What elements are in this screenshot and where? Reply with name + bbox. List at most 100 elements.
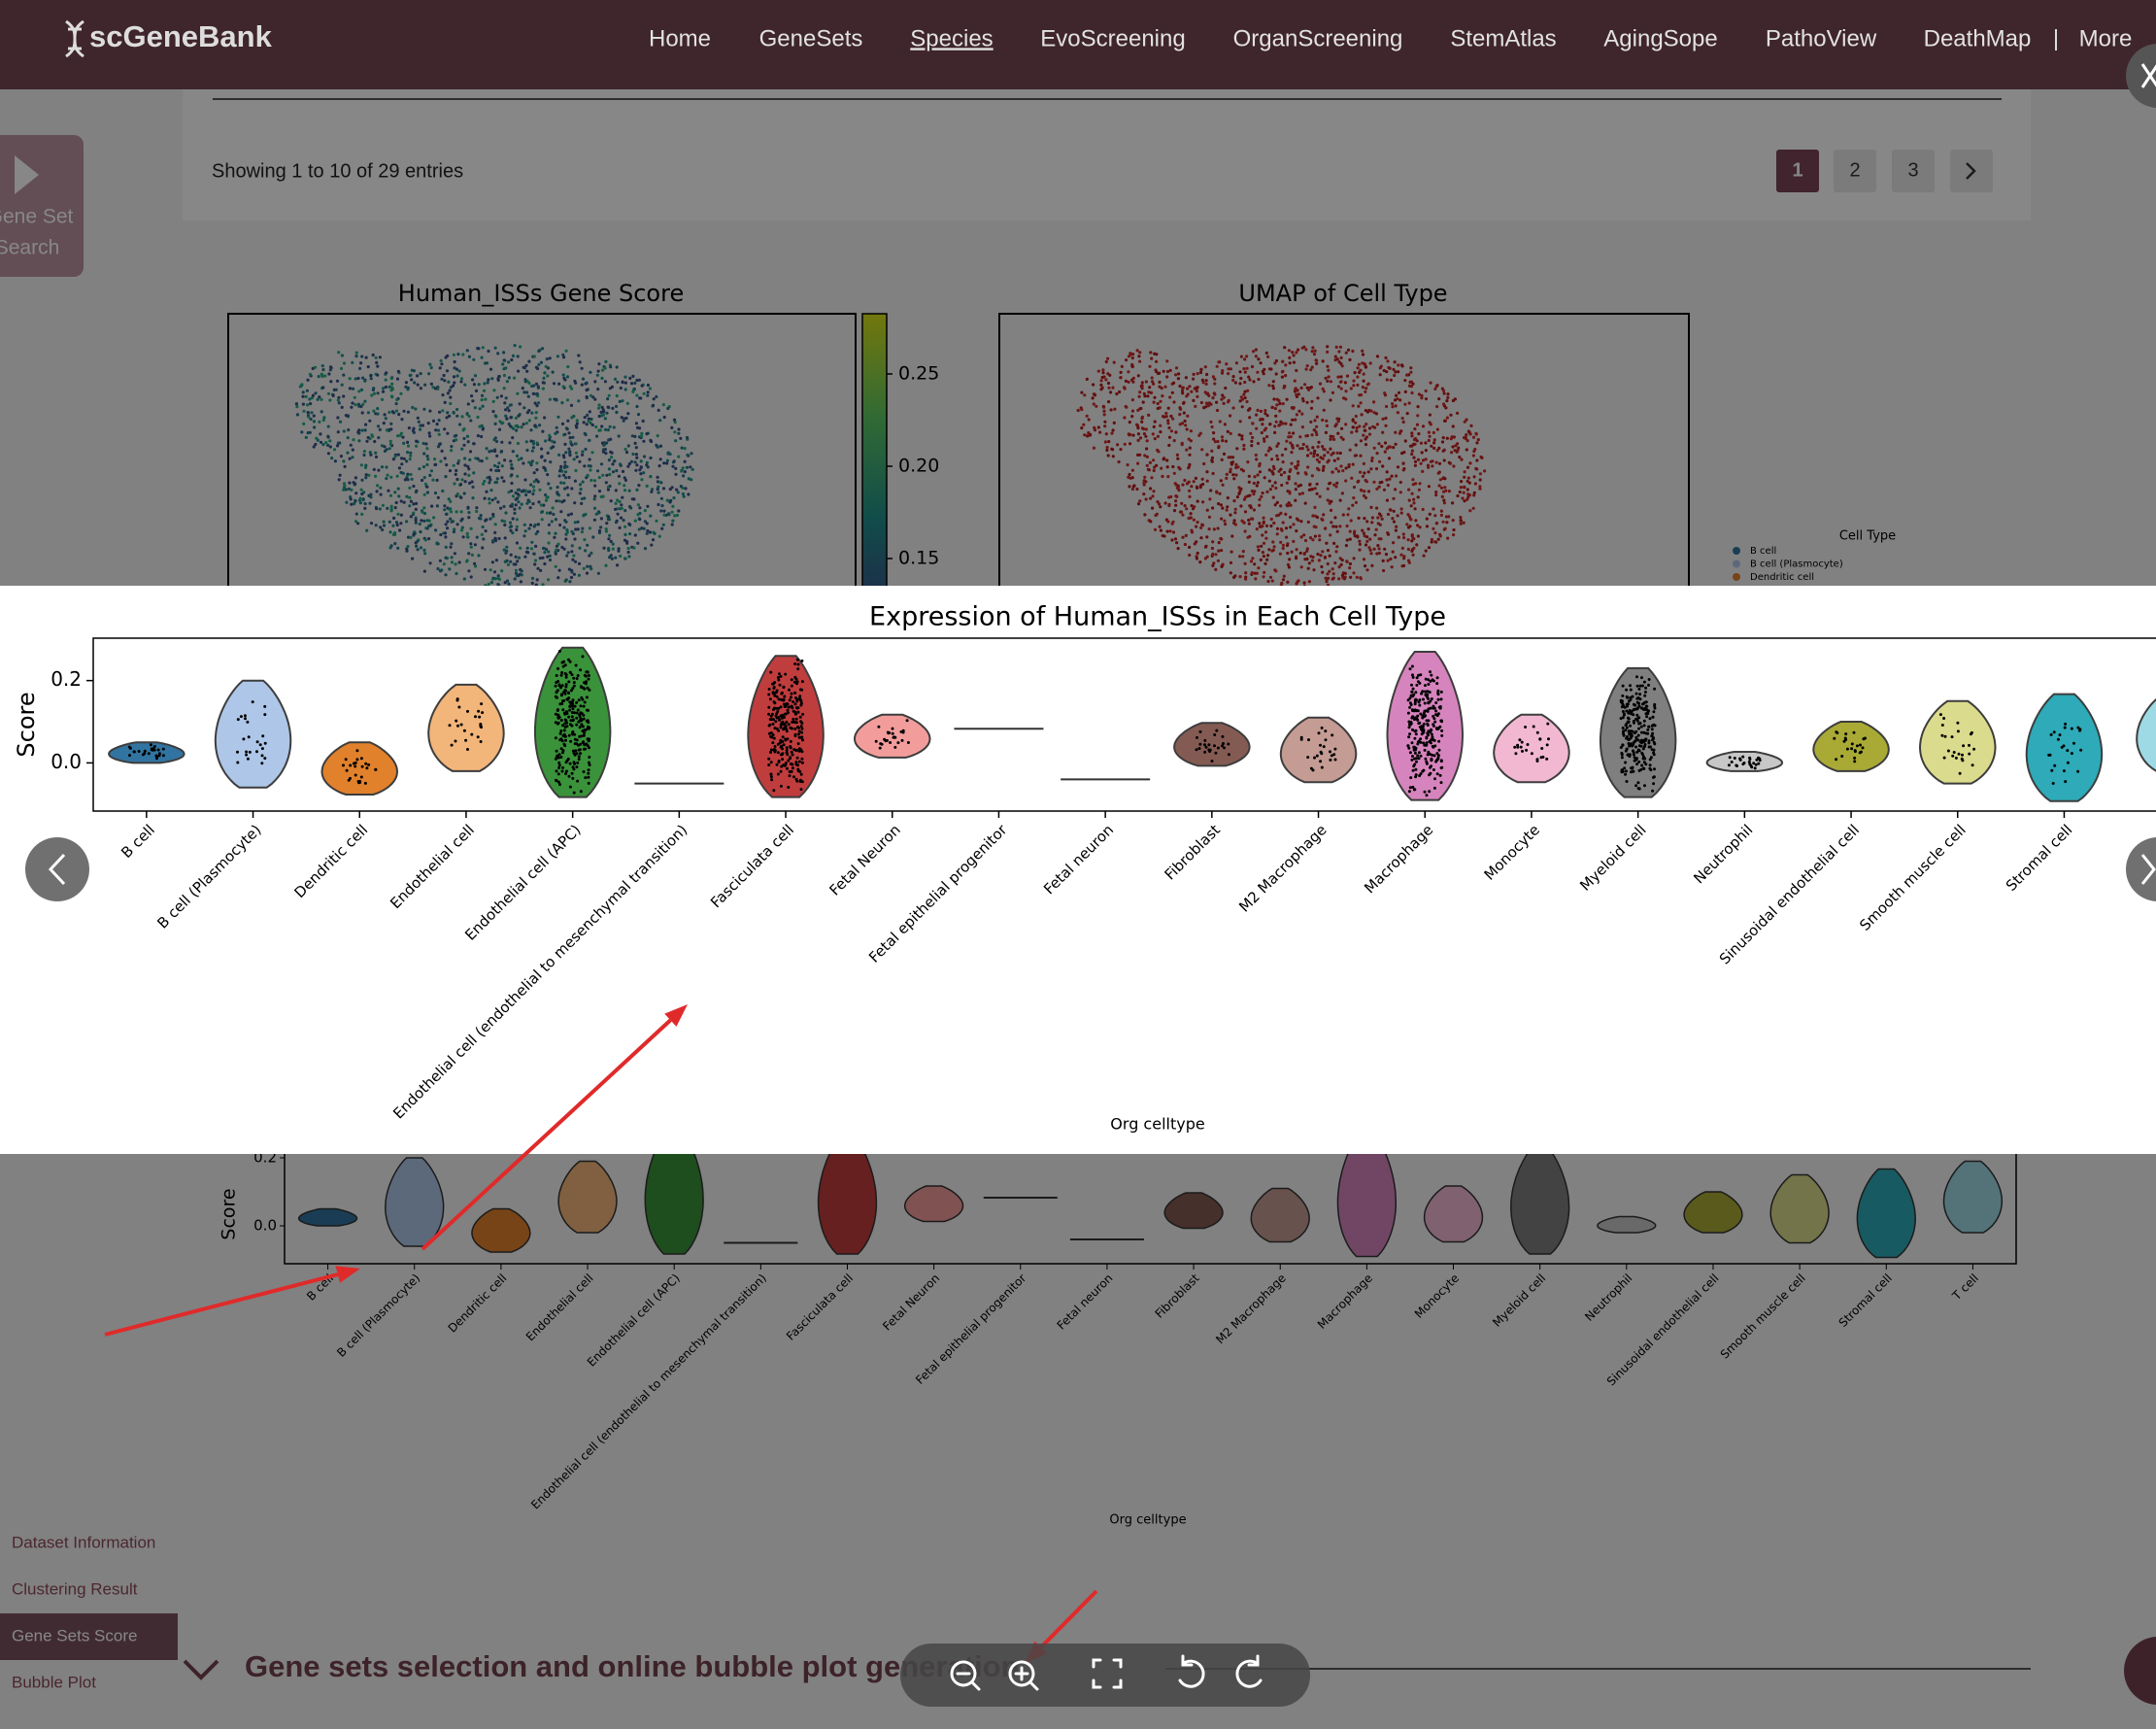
jitter-point [557, 683, 561, 687]
jitter-point [771, 682, 774, 686]
jitter-point [1842, 739, 1846, 743]
page-number[interactable]: 1 [1792, 159, 1802, 181]
jitter-point [571, 707, 575, 711]
umap-dot [383, 413, 387, 417]
umap-dot [535, 404, 539, 408]
jitter-point [776, 710, 780, 713]
jitter-point [1430, 757, 1433, 761]
umap-dot [295, 413, 300, 417]
jitter-point [1408, 705, 1412, 709]
nav-link[interactable]: OrganScreening [1233, 25, 1403, 51]
jitter-point [800, 761, 804, 764]
umap-dot [648, 387, 653, 390]
jitter-point [772, 748, 776, 751]
jitter-point [1422, 768, 1426, 772]
umap-dot [493, 530, 497, 535]
jitter-point [556, 716, 560, 720]
jitter-point [1754, 763, 1758, 766]
nav-link[interactable]: Home [649, 25, 711, 51]
jitter-point [767, 688, 771, 691]
jitter-point [1204, 745, 1208, 749]
umap-dot [444, 573, 448, 577]
jitter-point [1440, 729, 1444, 732]
jitter-point [555, 695, 558, 699]
umap-dot [640, 478, 644, 482]
jitter-point [577, 755, 581, 759]
umap-dot [648, 530, 653, 534]
page-number[interactable]: 2 [1849, 159, 1860, 181]
jitter-point [572, 684, 576, 688]
page-number[interactable]: 3 [1907, 159, 1918, 181]
umap-dot [376, 391, 380, 395]
jitter-point [1213, 733, 1217, 736]
umap-dot [603, 380, 608, 384]
jitter-point [1625, 688, 1629, 692]
jitter-point [785, 729, 789, 733]
umap-dot [439, 459, 443, 463]
prev-button[interactable] [25, 837, 89, 901]
umap-dot [463, 463, 467, 467]
jitter-point [1635, 763, 1639, 766]
nav-link[interactable]: GeneSets [759, 25, 863, 51]
umap-dot [522, 534, 526, 538]
umap-dot [635, 488, 639, 492]
jitter-point [260, 762, 264, 765]
jitter-point [1649, 768, 1653, 772]
umap-dot [372, 409, 376, 413]
nav-link[interactable]: Species [910, 25, 993, 51]
umap-dot [655, 519, 658, 523]
page-next[interactable] [1950, 150, 1993, 192]
umap-dot [645, 531, 649, 535]
umap-dot [393, 491, 397, 494]
umap-dot [467, 415, 471, 419]
jitter-point [1408, 786, 1412, 790]
umap-dot [369, 377, 373, 381]
umap-dot [615, 404, 619, 408]
jitter-point [1438, 705, 1442, 708]
umap-dot [335, 379, 340, 383]
nav-link[interactable]: PathoView [1766, 25, 1877, 51]
umap-dot [438, 559, 442, 562]
page-button[interactable] [1834, 150, 1876, 192]
jitter-point [568, 704, 572, 708]
jitter-point [796, 742, 800, 746]
umap-dot [596, 406, 601, 410]
umap-dot [515, 454, 520, 458]
jitter-point [258, 743, 262, 747]
jitter-point [584, 674, 588, 678]
umap-dot [577, 573, 582, 577]
page-button[interactable] [1892, 150, 1935, 192]
umap-dot [499, 450, 503, 454]
jitter-point [576, 761, 580, 764]
umap-dot [427, 431, 431, 435]
umap-dot [554, 564, 557, 568]
umap-dot [538, 557, 542, 560]
umap-dot [473, 561, 477, 566]
logo[interactable]: scGeneBank [89, 19, 273, 53]
umap-dot [636, 513, 640, 517]
jitter-point [1858, 751, 1862, 755]
jitter-point [150, 748, 153, 752]
jitter-point [161, 747, 165, 751]
page-button[interactable] [1776, 150, 1819, 192]
jitter-point [1625, 747, 1629, 751]
umap-dot [488, 481, 491, 485]
jitter-point [1625, 702, 1629, 706]
umap-dot [393, 542, 397, 546]
jitter-point [1639, 725, 1643, 729]
umap-dot [567, 475, 571, 480]
nav-link[interactable]: StemAtlas [1450, 25, 1556, 51]
nav-link[interactable]: AgingSope [1603, 25, 1717, 51]
umap-dot [328, 368, 332, 372]
nav-link[interactable]: DeathMap [1924, 25, 2032, 51]
nav-link[interactable]: EvoScreening [1040, 25, 1185, 51]
jitter-point [798, 695, 802, 698]
jitter-point [263, 757, 267, 761]
nav-link[interactable]: More [2079, 25, 2133, 51]
jitter-point [1735, 763, 1738, 767]
jitter-point [242, 737, 246, 741]
jitter-point [587, 721, 590, 725]
umap-dot [607, 393, 611, 397]
umap-dot [349, 443, 353, 447]
umap-dot [455, 374, 459, 378]
